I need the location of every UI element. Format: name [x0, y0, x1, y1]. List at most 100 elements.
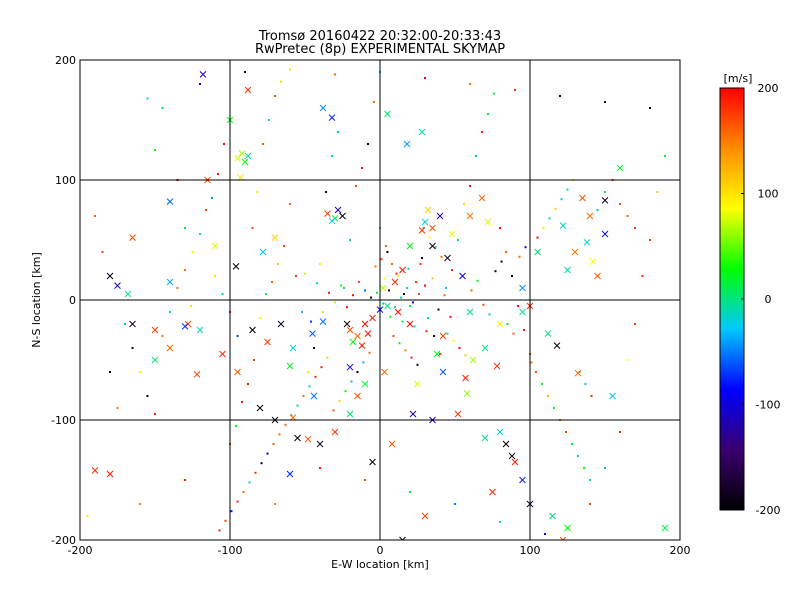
x-marker: [151, 356, 159, 364]
dot-marker: [416, 363, 419, 366]
dot-marker: [422, 227, 425, 229]
dot-marker: [409, 305, 411, 307]
dot-marker: [304, 272, 306, 275]
dot-marker: [634, 227, 636, 229]
dot-marker: [313, 347, 315, 349]
dot-marker: [218, 529, 221, 532]
dot-marker: [139, 371, 141, 373]
dot-marker: [350, 380, 353, 383]
x-marker: [484, 218, 492, 226]
colorbar-tick-labels: -200 -100 0 100 200: [741, 82, 780, 517]
dot-marker: [361, 167, 363, 169]
dot-marker: [322, 311, 324, 313]
dot-marker: [367, 143, 369, 145]
dot-marker: [343, 287, 345, 289]
dot-marker: [398, 342, 401, 345]
dot-marker: [604, 467, 606, 469]
dot-marker: [428, 236, 431, 239]
dot-marker: [445, 287, 447, 289]
x-marker: [421, 512, 429, 520]
dot-marker: [280, 80, 282, 83]
dot-marker: [395, 272, 398, 275]
x-marker: [343, 320, 351, 328]
x-marker: [124, 290, 132, 298]
y-tick-label: 200: [55, 54, 76, 67]
x-marker: [319, 104, 327, 112]
x-marker: [316, 440, 324, 448]
x-marker: [304, 435, 312, 443]
x-marker: [259, 248, 267, 256]
dot-marker: [523, 329, 525, 331]
dot-marker: [397, 275, 399, 277]
x-marker: [388, 440, 396, 448]
dot-marker: [530, 361, 533, 364]
colorbar-tick-label: 200: [758, 82, 779, 95]
dot-marker: [326, 356, 329, 359]
dot-marker: [547, 395, 549, 397]
x-marker: [106, 470, 114, 478]
dot-marker: [469, 185, 471, 187]
dot-marker: [404, 349, 407, 352]
x-marker: [534, 248, 541, 256]
dot-marker: [274, 503, 276, 505]
x-marker: [414, 380, 421, 388]
dot-marker: [236, 335, 239, 337]
x-marker: [496, 320, 504, 328]
dot-marker: [413, 325, 416, 328]
dot-marker: [241, 401, 243, 403]
x-marker: [439, 368, 447, 376]
x-marker: [553, 342, 561, 349]
dot-marker: [400, 296, 402, 299]
dot-marker: [440, 255, 443, 258]
dot-marker: [184, 479, 186, 481]
x-tick-label: 200: [670, 544, 691, 557]
dot-marker: [421, 257, 423, 259]
dot-marker: [452, 339, 455, 342]
dot-marker: [191, 251, 194, 253]
dot-marker: [272, 443, 275, 445]
x-marker: [277, 320, 285, 328]
dot-marker: [649, 107, 651, 109]
x-marker: [211, 242, 219, 250]
dot-marker: [290, 414, 293, 417]
x-marker: [399, 536, 406, 540]
dot-marker: [139, 503, 141, 505]
dot-marker: [344, 390, 347, 393]
dot-marker: [190, 305, 192, 307]
x-marker: [199, 71, 207, 78]
dot-marker: [301, 311, 303, 313]
x-marker: [264, 338, 271, 346]
dot-marker: [169, 311, 171, 313]
dot-marker: [383, 277, 386, 280]
y-axis-label: N-S location [km]: [30, 252, 43, 348]
dot-marker: [464, 354, 467, 357]
dot-marker: [224, 519, 227, 522]
dot-marker: [253, 359, 255, 361]
dot-marker: [656, 191, 659, 193]
dot-marker: [184, 269, 186, 271]
dot-marker: [406, 287, 408, 289]
dot-marker: [260, 462, 263, 465]
x-axis-label: E-W location [km]: [331, 558, 429, 571]
x-marker: [589, 258, 597, 265]
dot-marker: [469, 83, 471, 85]
dot-marker: [374, 265, 377, 268]
x-marker: [519, 476, 526, 484]
dot-marker: [425, 330, 428, 333]
dot-marker: [482, 303, 485, 306]
dot-marker: [352, 294, 354, 297]
dot-marker: [340, 284, 342, 287]
chart-title: Tromsø 20160422 20:32:00-20:33:43: [258, 29, 501, 44]
x-marker: [394, 308, 402, 316]
dot-marker: [389, 315, 392, 318]
x-marker: [406, 242, 414, 250]
dot-marker: [524, 246, 527, 249]
dot-marker: [518, 255, 521, 258]
dot-marker: [424, 284, 426, 287]
x-marker: [286, 470, 294, 478]
dot-marker: [619, 203, 621, 205]
dot-marker: [626, 215, 629, 217]
dot-marker: [451, 269, 453, 271]
dot-marker: [481, 131, 483, 133]
colorbar-tick-label: 100: [758, 188, 779, 201]
